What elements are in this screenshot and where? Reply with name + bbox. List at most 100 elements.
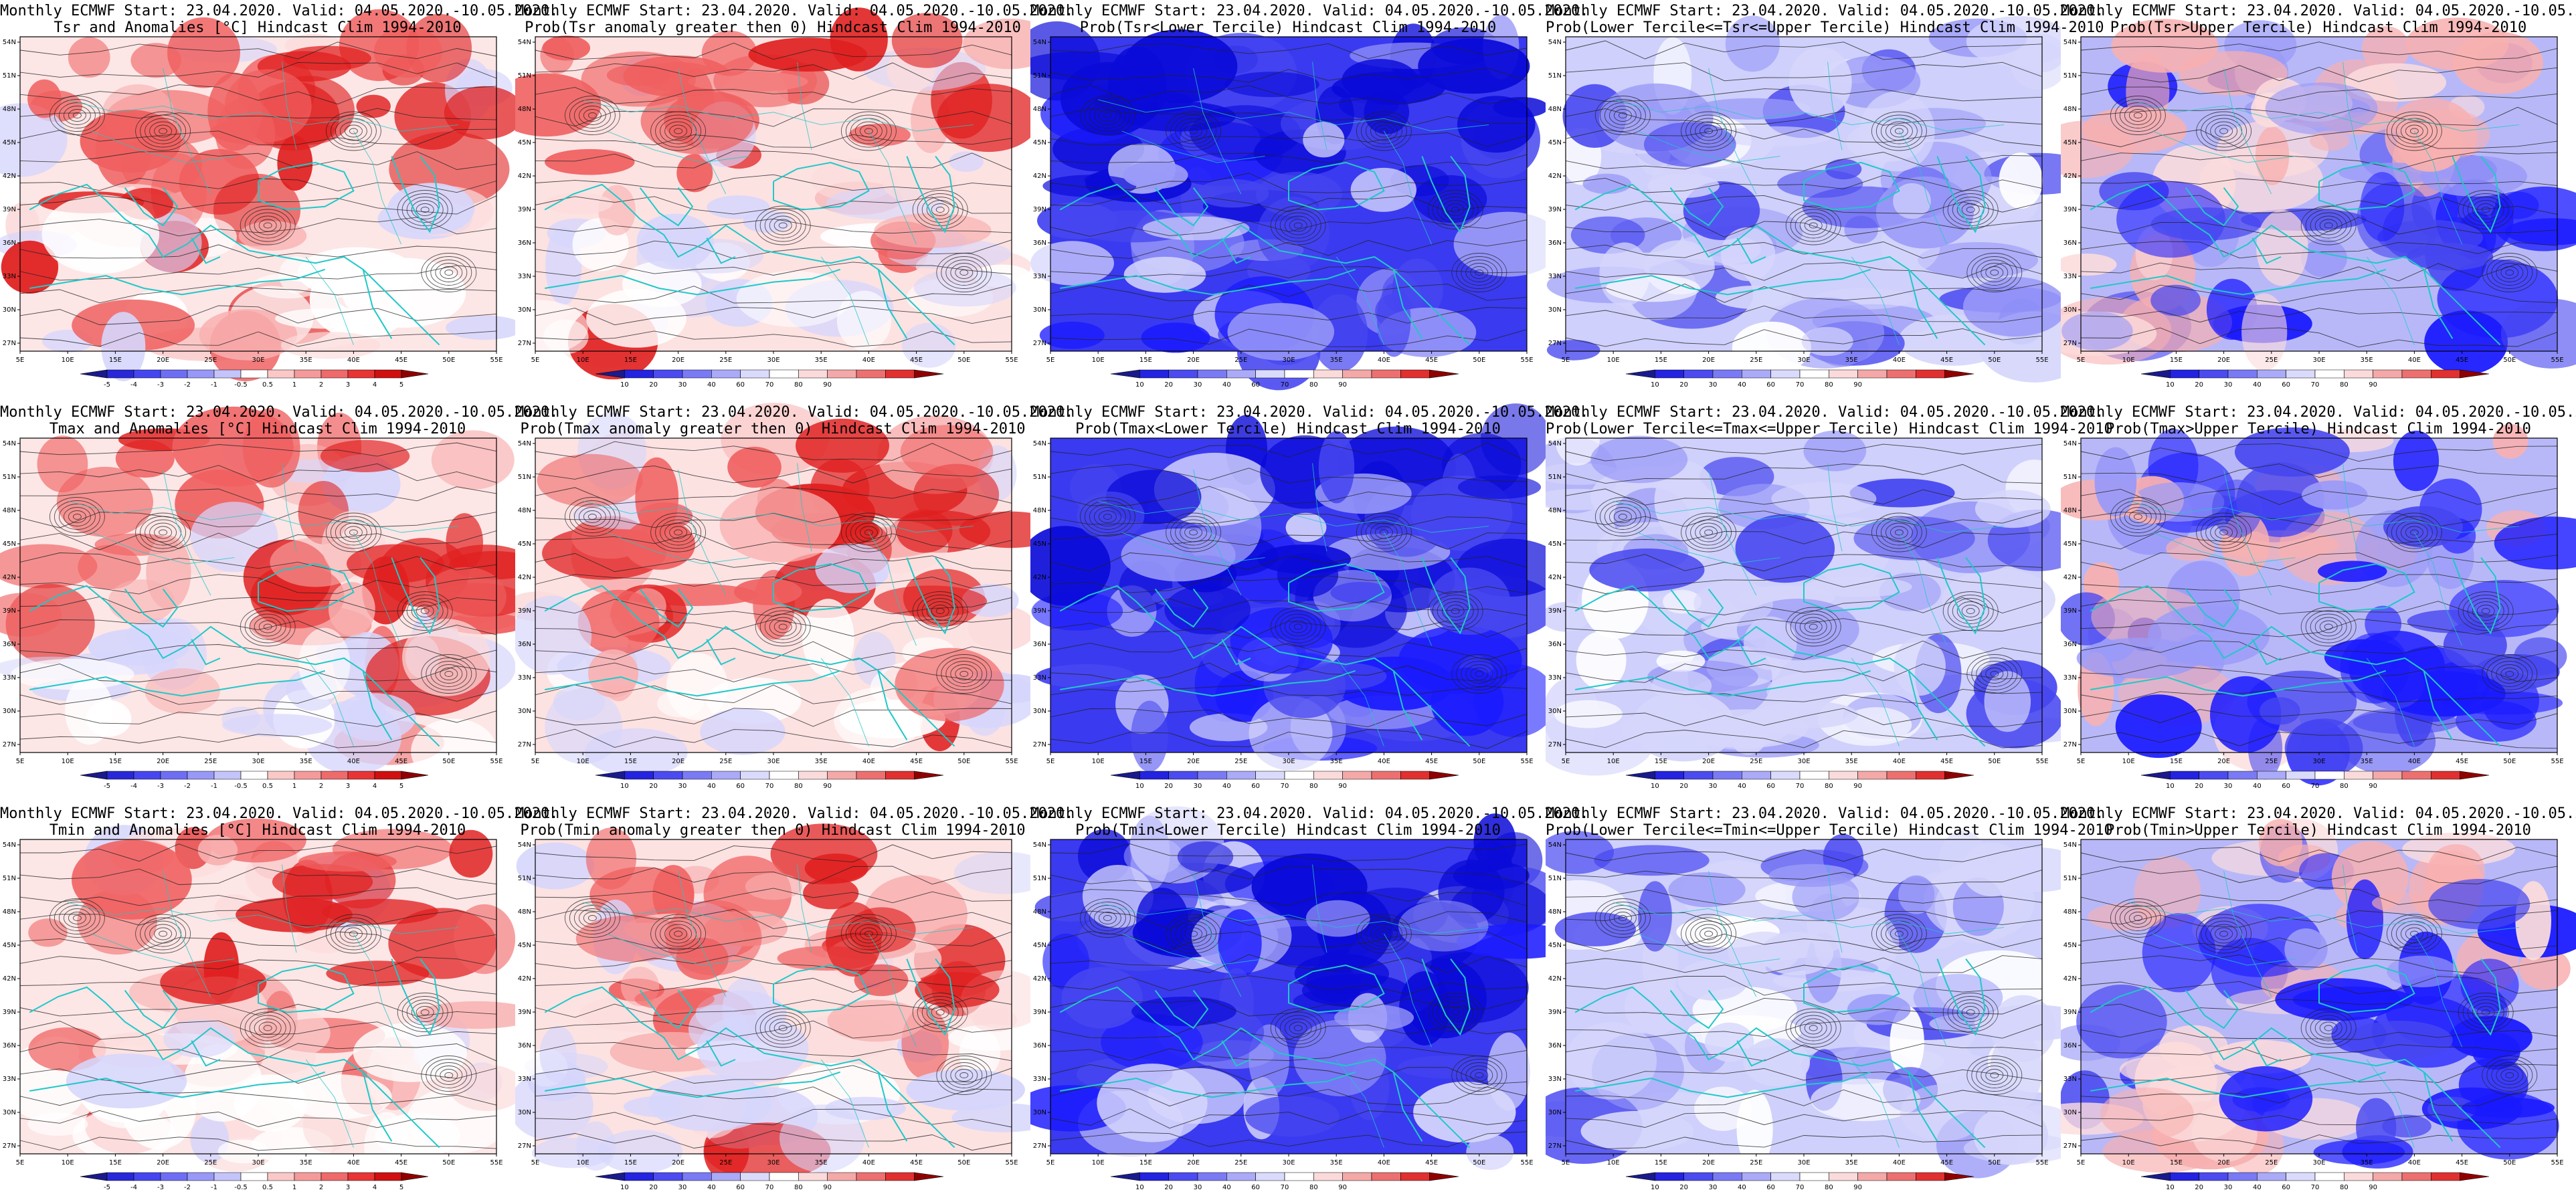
map-svg: 5E 10E 15E 20E 25E 30E 35E 40E 45E 50E 55E54N51N48… — [515, 823, 1030, 1191]
contour-line — [535, 330, 1012, 347]
colorbar-label: 10 — [1651, 1184, 1659, 1191]
shaded-blob — [2345, 1021, 2453, 1060]
shaded-blob — [827, 999, 925, 1042]
terrain-contour — [569, 902, 616, 934]
colorbar-label: 4 — [373, 1184, 377, 1191]
coastline — [706, 237, 736, 264]
contour-line — [1050, 153, 1528, 168]
coastline — [1288, 964, 1385, 1013]
country-border — [305, 1059, 354, 1148]
colorbar-segment — [1742, 1172, 1771, 1181]
terrain-contour — [1370, 522, 1398, 542]
lon-tick-label: 15E — [2170, 758, 2183, 765]
shaded-blob — [913, 464, 1000, 526]
shaded-field — [2061, 819, 2576, 1176]
coastline — [1803, 964, 1900, 1013]
terrain-contour — [755, 607, 811, 647]
country-border — [2414, 532, 2463, 646]
colorbar-segment — [769, 1172, 799, 1181]
terrain-contour — [1804, 1021, 1823, 1035]
lon-tick-label: 30E — [767, 357, 779, 364]
panel-title-line1: Monthly ECMWF Start: 23.04.2020. Valid: … — [515, 3, 1074, 19]
terrain-contour — [2505, 1072, 2514, 1078]
colorbar-segment — [213, 369, 242, 379]
lon-tick-label: 30E — [1282, 357, 1295, 364]
contour-line — [535, 262, 1012, 277]
colorbar-segment — [885, 1172, 915, 1181]
terrain-contour — [426, 1059, 472, 1092]
terrain-contour — [1166, 512, 1222, 553]
shaded-blob — [0, 103, 68, 177]
colorbar-label: 70 — [1796, 783, 1805, 790]
contour-line — [1565, 640, 2043, 660]
lat-tick-label: 33N — [518, 1076, 531, 1083]
lat-tick-label: 54N — [1548, 841, 1562, 849]
shaded-blob — [1257, 197, 1329, 271]
terrain-contour — [258, 219, 277, 232]
colorbar-label: 20 — [1164, 783, 1173, 790]
colorbar-segment — [240, 771, 268, 780]
lon-tick-label: 30E — [252, 758, 264, 765]
shaded-blob — [1142, 216, 1250, 241]
coastline — [391, 155, 440, 233]
shaded-blob — [2142, 913, 2216, 993]
colorbar-segment — [1799, 1172, 1829, 1181]
lat-tick-label: 42N — [518, 975, 531, 983]
terrain-contour — [759, 1011, 806, 1045]
map-area: 5E 10E 15E 20E 25E 30E 35E 40E 45E 50E 55E54N51N48… — [2061, 819, 2576, 1176]
colorbar-label: 30 — [1709, 381, 1718, 389]
lat-tick-label: 48N — [1033, 507, 1046, 514]
terrain-contour — [440, 266, 458, 279]
lat-tick-label: 39N — [2063, 1009, 2077, 1016]
coastline — [1669, 588, 1724, 628]
colorbar-label: 30 — [1194, 381, 1202, 389]
terrain-contour — [569, 500, 616, 533]
lat-tick-label: 33N — [3, 674, 16, 682]
terrain-contour — [778, 222, 788, 229]
terrain-contour — [1681, 111, 1737, 151]
coastline — [544, 986, 765, 1061]
colorbar-segment — [1400, 771, 1430, 780]
contour-line — [1050, 620, 1528, 639]
colorbar-segment — [914, 369, 944, 379]
contour-line — [2080, 129, 2558, 149]
colorbar-segment — [1371, 1172, 1401, 1181]
country-border — [91, 532, 235, 565]
coastline — [29, 268, 326, 296]
terrain-contour — [1166, 914, 1222, 954]
terrain-contour — [935, 207, 945, 213]
colorbar-label: 90 — [823, 783, 832, 790]
lat-tick-label: 54N — [518, 841, 531, 849]
contour-line — [2080, 732, 2558, 749]
country-border — [868, 130, 917, 245]
terrain-contour — [2496, 263, 2524, 282]
colorbar-label: 90 — [2369, 1184, 2377, 1191]
terrain-contour — [254, 215, 282, 235]
terrain-contour — [1089, 102, 1126, 128]
terrain-contour — [935, 608, 945, 614]
terrain-contour — [1885, 522, 1913, 542]
lon-tick-label: 55E — [490, 758, 502, 765]
lat-tick-label: 48N — [1033, 908, 1046, 916]
shaded-blob — [1805, 576, 1912, 597]
shaded-blob — [353, 1023, 468, 1082]
coastline — [2251, 237, 2282, 264]
coastline — [1392, 1072, 1423, 1142]
map-panel: 5E 10E 15E 20E 25E 30E 35E 40E 45E 50E 55E 54N 51N 48… — [515, 803, 1073, 1204]
lat-tick-label: 30N — [2063, 708, 2077, 715]
shaded-blob — [1643, 122, 1736, 167]
country-border — [353, 532, 402, 646]
lat-tick-label: 27N — [1033, 741, 1046, 748]
contour-line — [1565, 40, 2043, 60]
lat-tick-label: 45N — [3, 540, 16, 548]
shaded-blob — [1131, 997, 1236, 1026]
shaded-blob — [1647, 173, 1720, 198]
lon-tick-label: 20E — [1702, 357, 1715, 364]
terrain-contour — [2310, 212, 2347, 239]
terrain-contour — [1451, 1009, 1460, 1015]
contour-lines — [1050, 442, 1528, 749]
contour-line — [1050, 1108, 1528, 1129]
colorbar-segment — [160, 369, 188, 379]
contour-line — [535, 1130, 1012, 1151]
shaded-blob — [1961, 842, 2023, 897]
